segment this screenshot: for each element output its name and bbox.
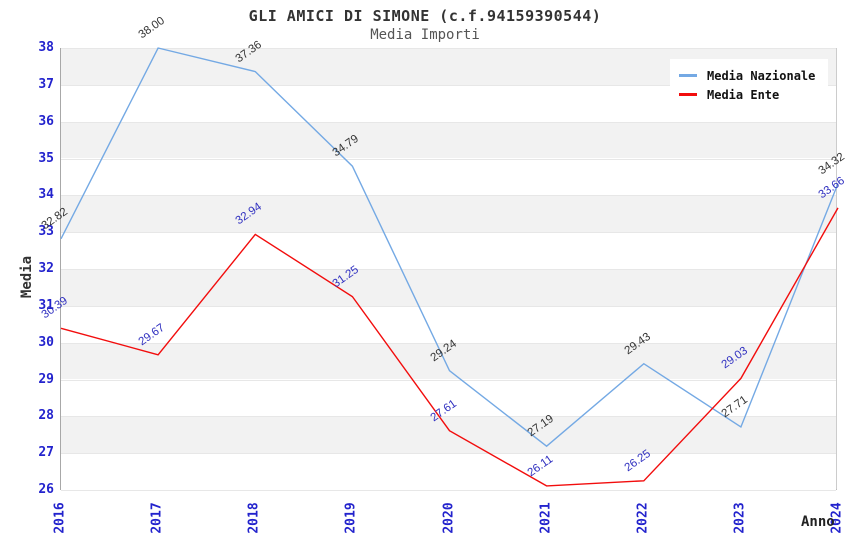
grid-line bbox=[61, 416, 836, 418]
y-tick-label: 35 bbox=[38, 150, 54, 166]
data-point-label: 26.25 bbox=[622, 447, 653, 474]
data-point-label: 33.66 bbox=[816, 174, 848, 202]
chart-canvas bbox=[60, 47, 839, 487]
data-point-label: 34.32 bbox=[816, 150, 848, 177]
data-point-label: 29.43 bbox=[622, 330, 653, 357]
grid-line bbox=[61, 269, 836, 270]
data-point-label: 29.03 bbox=[719, 345, 750, 372]
y-tick-label: 38 bbox=[38, 40, 54, 55]
series-line-media-ente bbox=[60, 207, 839, 487]
grid-band bbox=[61, 121, 836, 159]
data-point-label: 27.71 bbox=[719, 393, 750, 421]
series-line-media-nazionale bbox=[60, 47, 839, 448]
data-point-label: 32.82 bbox=[39, 205, 71, 232]
grid-line bbox=[61, 48, 836, 49]
y-tick-label: 34 bbox=[38, 187, 54, 203]
data-point-label: 32.94 bbox=[233, 201, 265, 228]
data-point-label: 26.11 bbox=[525, 453, 555, 480]
y-tick-label: 33 bbox=[38, 224, 54, 240]
y-tick-label: 28 bbox=[38, 408, 54, 424]
data-point-label: 31.25 bbox=[330, 263, 362, 290]
grid-line bbox=[61, 305, 836, 307]
grid-band bbox=[61, 416, 836, 454]
grid-line bbox=[61, 84, 836, 86]
plot-area: 32.82 38.00 37.36 34.79 29.24 27.19 29.43 27.71… bbox=[40, 15, 847, 491]
grid-band bbox=[61, 269, 836, 306]
chart-subtitle: Media Importi bbox=[370, 27, 480, 43]
y-tick-label: 29 bbox=[38, 371, 54, 387]
y-tick-label: 36 bbox=[38, 113, 54, 129]
grid-line bbox=[61, 379, 836, 381]
grid-band bbox=[61, 379, 836, 417]
grid-line bbox=[61, 121, 836, 123]
legend-item-media-nazionale: Media Nazionale bbox=[679, 66, 820, 85]
grid-band bbox=[61, 342, 836, 380]
y-tick-label: 27 bbox=[38, 445, 54, 461]
grid-band bbox=[61, 305, 836, 343]
legend-label: Media Ente bbox=[707, 87, 780, 102]
legend-label: Media Nazionale bbox=[707, 68, 816, 83]
data-point-label: 34.79 bbox=[330, 133, 362, 160]
data-point-label: 27.19 bbox=[525, 412, 556, 440]
x-tick-label: 2019 bbox=[343, 502, 359, 534]
grid-line bbox=[61, 158, 836, 160]
grid-band bbox=[61, 232, 836, 269]
data-point-label: 29.24 bbox=[428, 337, 459, 364]
x-tick-label: 2016 bbox=[52, 502, 68, 534]
x-tick-label: 2018 bbox=[246, 502, 262, 534]
y-axis-title: Media bbox=[19, 255, 35, 299]
x-axis-title: Anno bbox=[801, 514, 835, 530]
x-tick-label: 2021 bbox=[538, 502, 554, 534]
x-tick-label: 2020 bbox=[441, 502, 456, 534]
legend-swatch-blue-line-icon bbox=[679, 74, 697, 77]
grid-band bbox=[61, 158, 836, 196]
grid-line bbox=[61, 490, 836, 491]
y-tick-label: 31 bbox=[38, 297, 54, 313]
y-tick-label: 32 bbox=[38, 261, 54, 276]
x-tick-label: 2023 bbox=[732, 502, 748, 534]
grid-line bbox=[61, 232, 836, 234]
y-tick-label: 26 bbox=[38, 482, 54, 497]
data-point-label: 27.61 bbox=[428, 397, 459, 424]
legend-swatch-red-line-icon bbox=[679, 93, 697, 96]
grid-line bbox=[61, 453, 836, 455]
y-tick-label: 37 bbox=[38, 76, 54, 92]
x-tick-label: 2022 bbox=[635, 502, 651, 534]
legend: Media Nazionale Media Ente bbox=[670, 59, 828, 112]
x-tick-label: 2017 bbox=[149, 502, 165, 534]
point-labels: 32.82 38.00 37.36 34.79 29.24 27.19 29.43 27.71… bbox=[40, 15, 847, 489]
y-tick-label: 30 bbox=[38, 334, 54, 350]
grid-band bbox=[61, 195, 836, 233]
grid-band bbox=[61, 453, 836, 490]
chart-title: GLI AMICI DI SIMONE (c.f.94159390544) bbox=[248, 7, 602, 25]
grid-line bbox=[61, 342, 836, 344]
data-point-label: 29.67 bbox=[136, 321, 168, 348]
legend-item-media-ente: Media Ente bbox=[679, 85, 820, 104]
grid-line bbox=[61, 195, 836, 197]
